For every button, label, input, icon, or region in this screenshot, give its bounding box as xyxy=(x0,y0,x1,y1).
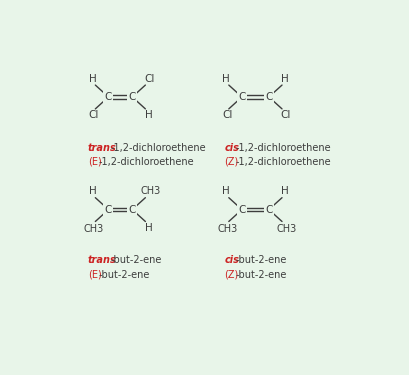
Text: trans: trans xyxy=(88,255,116,265)
Text: cis: cis xyxy=(224,255,239,265)
Text: -1,2-dichloroethene: -1,2-dichloroethene xyxy=(235,142,331,153)
Text: Cl: Cl xyxy=(280,110,290,120)
Text: C: C xyxy=(105,92,112,102)
Text: -1,2-dichloroethene: -1,2-dichloroethene xyxy=(98,157,193,167)
Text: (Z): (Z) xyxy=(224,270,238,279)
Text: C: C xyxy=(128,205,136,214)
Text: -1,2-dichloroethene: -1,2-dichloroethene xyxy=(110,142,205,153)
Text: -1,2-dichloroethene: -1,2-dichloroethene xyxy=(235,157,330,167)
Text: cis: cis xyxy=(224,142,239,153)
Text: C: C xyxy=(265,205,272,214)
Text: CH3: CH3 xyxy=(276,224,297,234)
Text: C: C xyxy=(238,92,245,102)
Text: H: H xyxy=(144,110,152,120)
Text: C: C xyxy=(265,92,272,102)
Text: (Z): (Z) xyxy=(224,157,238,167)
Text: -but-2-ene: -but-2-ene xyxy=(98,270,149,279)
Text: H: H xyxy=(89,74,97,84)
Text: trans: trans xyxy=(88,142,116,153)
Text: Cl: Cl xyxy=(222,110,232,120)
Text: Cl: Cl xyxy=(88,110,99,120)
Text: -but-2-ene: -but-2-ene xyxy=(110,255,161,265)
Text: -but-2-ene: -but-2-ene xyxy=(235,270,286,279)
Text: C: C xyxy=(105,205,112,214)
Text: CH3: CH3 xyxy=(217,224,237,234)
Text: H: H xyxy=(144,223,152,233)
Text: C: C xyxy=(128,92,136,102)
Text: (E): (E) xyxy=(88,157,101,167)
Text: H: H xyxy=(281,74,288,84)
Text: (E): (E) xyxy=(88,270,101,279)
Text: CH3: CH3 xyxy=(140,186,160,196)
Text: C: C xyxy=(238,205,245,214)
Text: CH3: CH3 xyxy=(84,224,104,234)
Text: H: H xyxy=(281,186,288,196)
Text: H: H xyxy=(222,74,229,84)
Text: H: H xyxy=(89,186,97,196)
Text: H: H xyxy=(222,186,229,196)
Text: Cl: Cl xyxy=(144,74,154,84)
Text: -but-2-ene: -but-2-ene xyxy=(235,255,287,265)
